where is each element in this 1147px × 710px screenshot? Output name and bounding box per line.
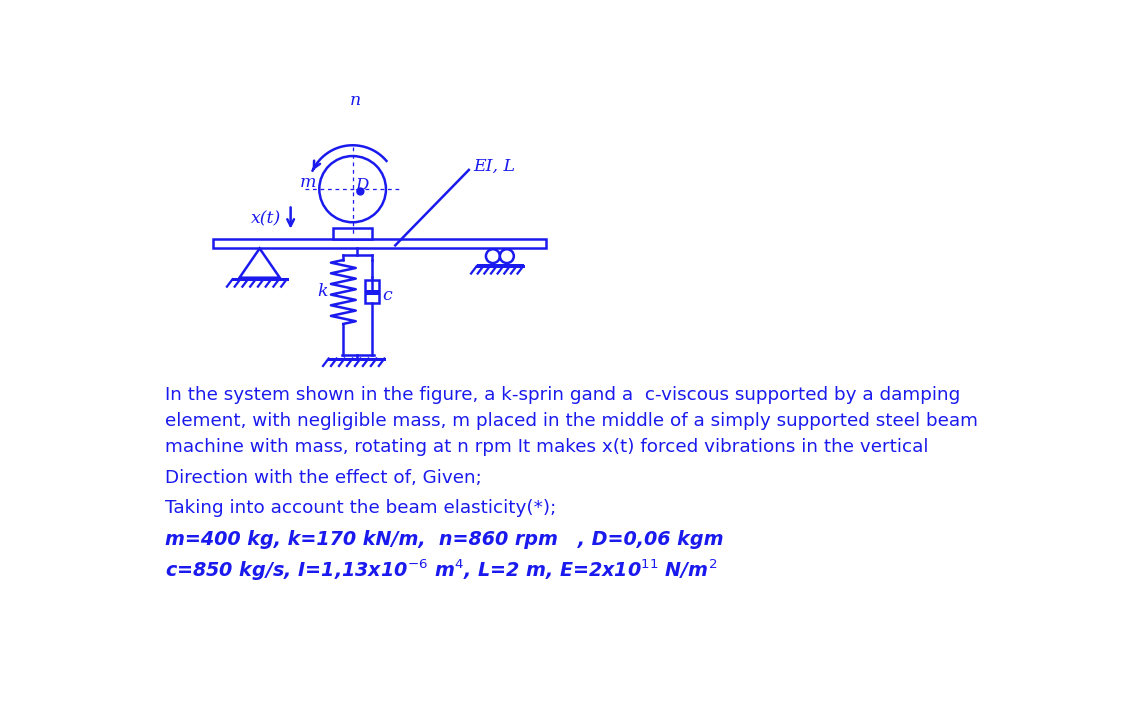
- Circle shape: [319, 156, 385, 222]
- Text: Direction with the effect of, Given;: Direction with the effect of, Given;: [165, 469, 482, 486]
- Bar: [334, 228, 372, 239]
- Text: m=400 kg, k=170 kN/m,  n=860 rpm   , D=0,06 kgm: m=400 kg, k=170 kN/m, n=860 rpm , D=0,06…: [165, 530, 724, 550]
- Text: c=850 kg/s, I=1,13x10$^{-6}$ m$^{4}$, L=2 m, E=2x10$^{11}$ N/m$^{2}$: c=850 kg/s, I=1,13x10$^{-6}$ m$^{4}$, L=…: [165, 558, 717, 584]
- Text: EI, L: EI, L: [474, 158, 515, 175]
- Circle shape: [500, 249, 514, 263]
- Text: k: k: [318, 283, 328, 300]
- Text: machine with mass, rotating at n rpm It makes x(t) forced vibrations in the vert: machine with mass, rotating at n rpm It …: [165, 438, 929, 456]
- Text: c: c: [382, 288, 392, 305]
- Text: element, with negligible mass, m placed in the middle of a simply supported stee: element, with negligible mass, m placed …: [165, 412, 978, 430]
- Circle shape: [486, 249, 500, 263]
- Text: n: n: [350, 92, 360, 109]
- Polygon shape: [240, 248, 280, 278]
- Text: Taking into account the beam elasticity(*);: Taking into account the beam elasticity(…: [165, 498, 556, 517]
- Bar: [213, 239, 546, 248]
- Bar: [365, 280, 379, 303]
- Text: In the system shown in the figure, a k-sprin gand a  c-viscous supported by a da: In the system shown in the figure, a k-s…: [165, 386, 960, 403]
- Circle shape: [357, 188, 364, 195]
- Text: x(t): x(t): [251, 210, 281, 227]
- Text: D: D: [354, 177, 368, 194]
- Text: m: m: [299, 175, 317, 192]
